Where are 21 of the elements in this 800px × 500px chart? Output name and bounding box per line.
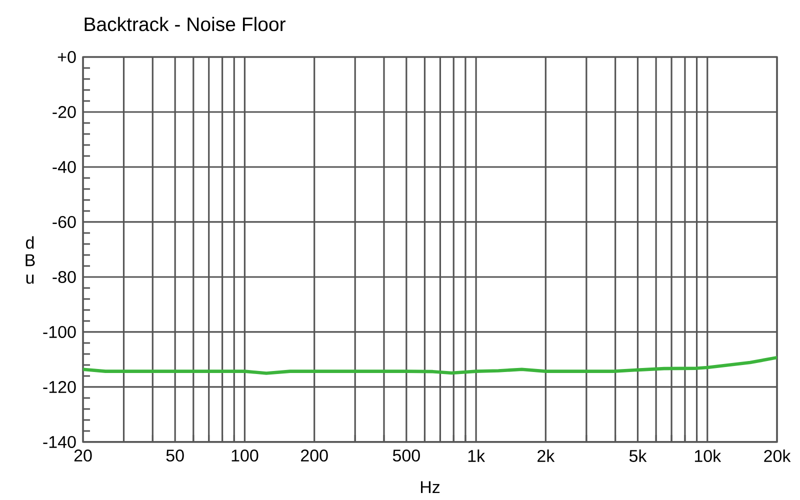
y-axis-title: dBu [26, 236, 35, 284]
x-tick-label: 10k [694, 450, 722, 462]
y-tick-label: -100 [43, 326, 76, 338]
x-tick-label: 100 [232, 450, 258, 462]
x-tick-label: 20 [74, 450, 92, 462]
y-tick-label: -140 [43, 436, 76, 448]
x-tick-label: 2k [538, 450, 555, 462]
y-tick-label: +0 [58, 50, 76, 64]
y-tick-label: -20 [52, 106, 76, 118]
y-tick-label: -80 [52, 270, 76, 284]
x-tick-label: 50 [166, 450, 184, 462]
y-tick-label: -120 [43, 380, 76, 394]
x-tick-label: 1k [468, 450, 486, 462]
chart-title: Backtrack - Noise Floor [84, 16, 286, 32]
y-tick-label: -60 [52, 216, 76, 228]
x-tick-label: 20k [764, 450, 791, 462]
y-tick-label: -40 [52, 160, 76, 174]
x-tick-label: 500 [392, 450, 420, 462]
x-axis-title: Hz [421, 481, 440, 493]
x-tick-label: 200 [301, 450, 328, 462]
x-tick-label: 5k [629, 450, 647, 462]
